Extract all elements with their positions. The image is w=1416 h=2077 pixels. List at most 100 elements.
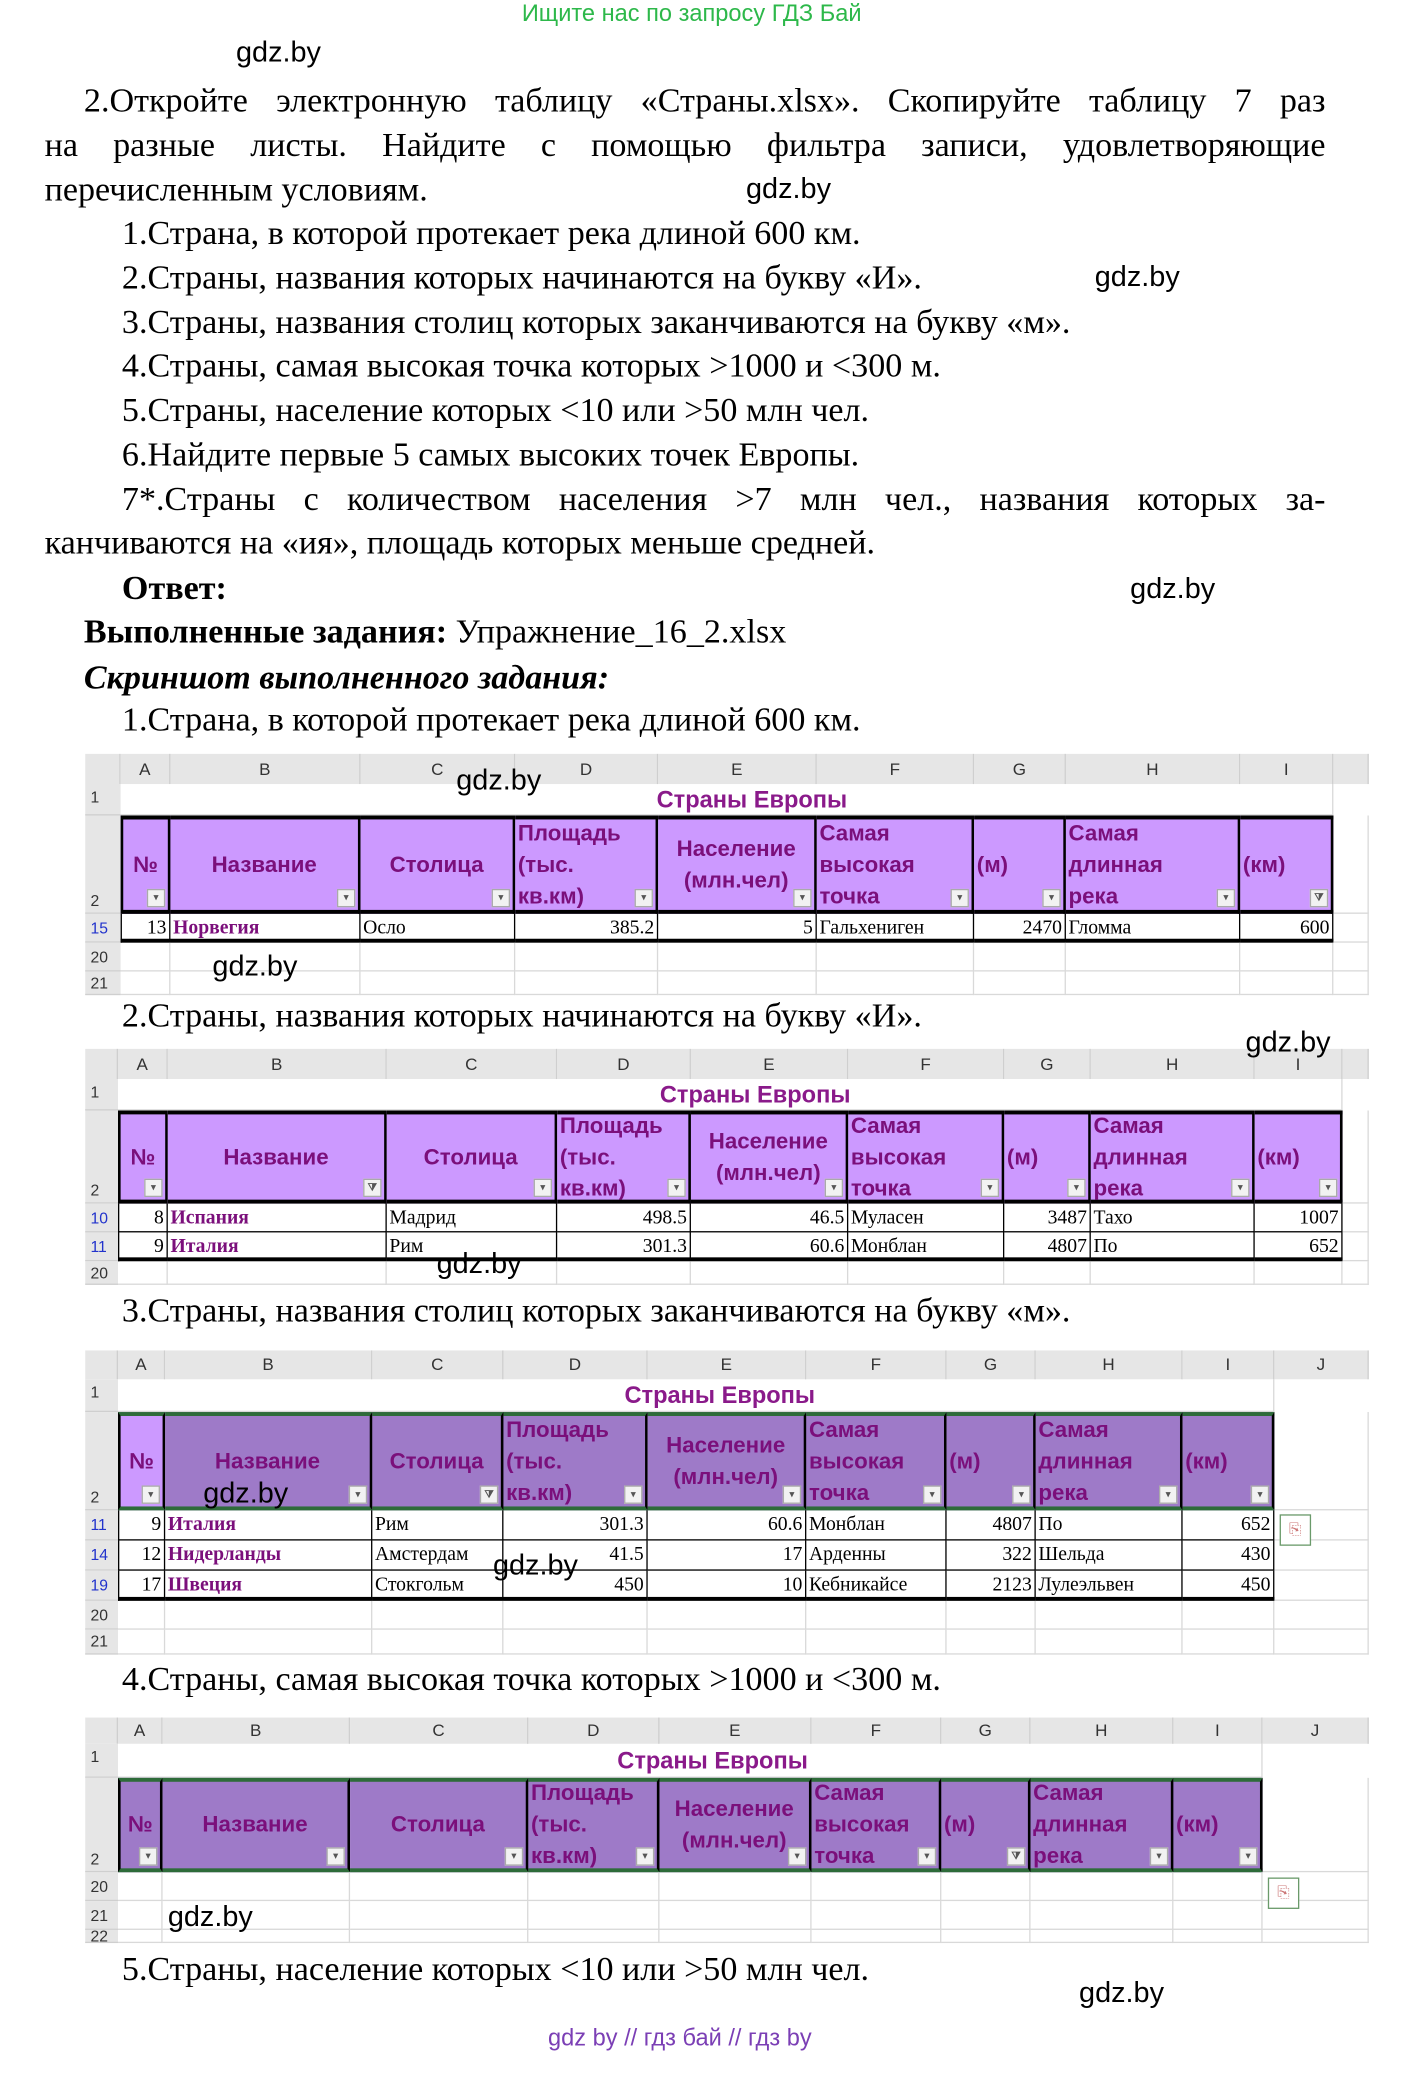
- cell[interactable]: [1342, 1203, 1369, 1233]
- table-cell[interactable]: 4807: [1004, 1232, 1091, 1262]
- cell[interactable]: [165, 1629, 373, 1655]
- filter-dropdown-icon[interactable]: ▾: [824, 1178, 844, 1198]
- table-cell[interactable]: Рим: [386, 1232, 558, 1262]
- column-header[interactable]: I: [1254, 1048, 1343, 1080]
- filter-dropdown-icon[interactable]: ▾: [141, 1485, 160, 1504]
- table-cell[interactable]: 46.5: [690, 1203, 849, 1233]
- table-cell[interactable]: 430: [1182, 1540, 1275, 1571]
- cell[interactable]: [528, 1872, 660, 1902]
- filter-dropdown-icon[interactable]: ▾: [491, 888, 511, 908]
- cell[interactable]: [170, 971, 361, 996]
- cell[interactable]: [372, 1600, 504, 1630]
- cell[interactable]: [941, 1872, 1031, 1902]
- table-cell[interactable]: 3487: [1004, 1203, 1091, 1233]
- row-header[interactable]: 11: [85, 1232, 118, 1262]
- column-header[interactable]: B: [162, 1717, 351, 1744]
- row-header[interactable]: 1: [85, 1079, 118, 1111]
- cell[interactable]: [1240, 971, 1334, 996]
- table-cell[interactable]: 17: [117, 1570, 166, 1601]
- filter-dropdown-icon[interactable]: ▾: [787, 1847, 807, 1866]
- table-cell[interactable]: Гломма: [1065, 913, 1241, 943]
- table-cell[interactable]: Рим: [372, 1510, 504, 1541]
- filter-dropdown-icon[interactable]: ▾: [146, 888, 166, 908]
- row-header[interactable]: 20: [85, 1872, 118, 1902]
- select-all-corner[interactable]: [85, 1350, 118, 1380]
- filter-dropdown-icon[interactable]: ▾: [1231, 1178, 1250, 1198]
- table-cell[interactable]: Мадрид: [386, 1203, 558, 1233]
- filter-dropdown-icon[interactable]: ▾: [1012, 1485, 1031, 1504]
- cell[interactable]: [659, 1872, 812, 1902]
- row-header[interactable]: 15: [85, 913, 121, 943]
- row-header[interactable]: 21: [85, 1629, 118, 1655]
- cell[interactable]: [816, 942, 975, 972]
- row-header[interactable]: 22: [85, 1929, 118, 1944]
- select-all-corner[interactable]: [85, 1048, 118, 1080]
- filter-dropdown-icon[interactable]: ▾: [793, 888, 812, 908]
- column-header[interactable]: D: [528, 1717, 660, 1744]
- cell[interactable]: [659, 1929, 812, 1944]
- cell[interactable]: [1173, 1872, 1263, 1902]
- table-cell[interactable]: 10: [647, 1570, 807, 1601]
- row-header[interactable]: 19: [85, 1570, 118, 1601]
- cell[interactable]: [1333, 942, 1369, 972]
- cell[interactable]: [162, 1929, 351, 1944]
- filter-dropdown-icon[interactable]: ▾: [667, 1178, 686, 1198]
- column-header[interactable]: I: [1240, 753, 1334, 785]
- cell[interactable]: [350, 1929, 529, 1944]
- cell[interactable]: [360, 942, 516, 972]
- column-header[interactable]: B: [167, 1048, 387, 1080]
- filter-dropdown-icon[interactable]: ▾: [1159, 1485, 1178, 1504]
- cell[interactable]: [816, 971, 975, 996]
- row-header[interactable]: 2: [85, 815, 121, 914]
- cell[interactable]: [1065, 942, 1241, 972]
- filter-dropdown-icon[interactable]: ▾: [326, 1847, 345, 1866]
- table-cell[interactable]: 2123: [946, 1570, 1036, 1601]
- row-header[interactable]: 20: [85, 1261, 118, 1285]
- column-header[interactable]: B: [170, 753, 361, 785]
- table-cell[interactable]: Испания: [167, 1203, 387, 1233]
- cell[interactable]: [1035, 1600, 1183, 1630]
- cell[interactable]: [117, 1743, 1263, 1778]
- table-cell[interactable]: 13: [120, 913, 171, 943]
- cell[interactable]: [647, 1600, 807, 1630]
- cell[interactable]: [1333, 815, 1369, 914]
- cell[interactable]: [1262, 1777, 1369, 1873]
- cell[interactable]: [806, 1600, 947, 1630]
- cell[interactable]: [1262, 1929, 1369, 1944]
- table-cell[interactable]: 9: [117, 1510, 166, 1541]
- column-header[interactable]: I: [1173, 1717, 1263, 1744]
- cell[interactable]: [117, 1872, 163, 1902]
- filter-active-icon[interactable]: ⧩: [1006, 1847, 1026, 1866]
- cell[interactable]: [1342, 1110, 1369, 1204]
- cell[interactable]: [117, 1629, 166, 1655]
- filter-dropdown-icon[interactable]: ▾: [348, 1485, 368, 1504]
- cell[interactable]: [690, 1261, 849, 1285]
- cell[interactable]: [528, 1929, 660, 1944]
- column-header[interactable]: D: [515, 753, 659, 785]
- cell[interactable]: [1262, 1901, 1369, 1930]
- table-cell[interactable]: 301.3: [503, 1510, 648, 1541]
- cell[interactable]: [1065, 971, 1241, 996]
- column-header[interactable]: H: [1065, 753, 1241, 785]
- cell[interactable]: [1182, 1600, 1275, 1630]
- filter-dropdown-icon[interactable]: ▾: [1318, 1178, 1338, 1198]
- cell[interactable]: [170, 942, 361, 972]
- column-header[interactable]: E: [658, 753, 817, 785]
- table-cell[interactable]: Шельда: [1035, 1540, 1183, 1571]
- row-header[interactable]: 14: [85, 1540, 118, 1571]
- cell[interactable]: [941, 1901, 1031, 1930]
- cell[interactable]: [515, 971, 659, 996]
- column-header[interactable]: E: [659, 1717, 812, 1744]
- table-cell[interactable]: Тахо: [1090, 1203, 1255, 1233]
- column-header[interactable]: H: [1090, 1048, 1255, 1080]
- table-cell[interactable]: Гальхениген: [816, 913, 975, 943]
- table-cell[interactable]: Монблан: [806, 1510, 947, 1541]
- filter-dropdown-icon[interactable]: ▾: [635, 1847, 655, 1866]
- cell[interactable]: [1090, 1261, 1255, 1285]
- cell[interactable]: [1274, 1540, 1369, 1571]
- cell[interactable]: [1333, 971, 1369, 996]
- column-header[interactable]: A: [117, 1048, 168, 1080]
- table-cell[interactable]: Швеция: [165, 1570, 373, 1601]
- select-all-corner[interactable]: [85, 753, 121, 785]
- table-cell[interactable]: 60.6: [647, 1510, 807, 1541]
